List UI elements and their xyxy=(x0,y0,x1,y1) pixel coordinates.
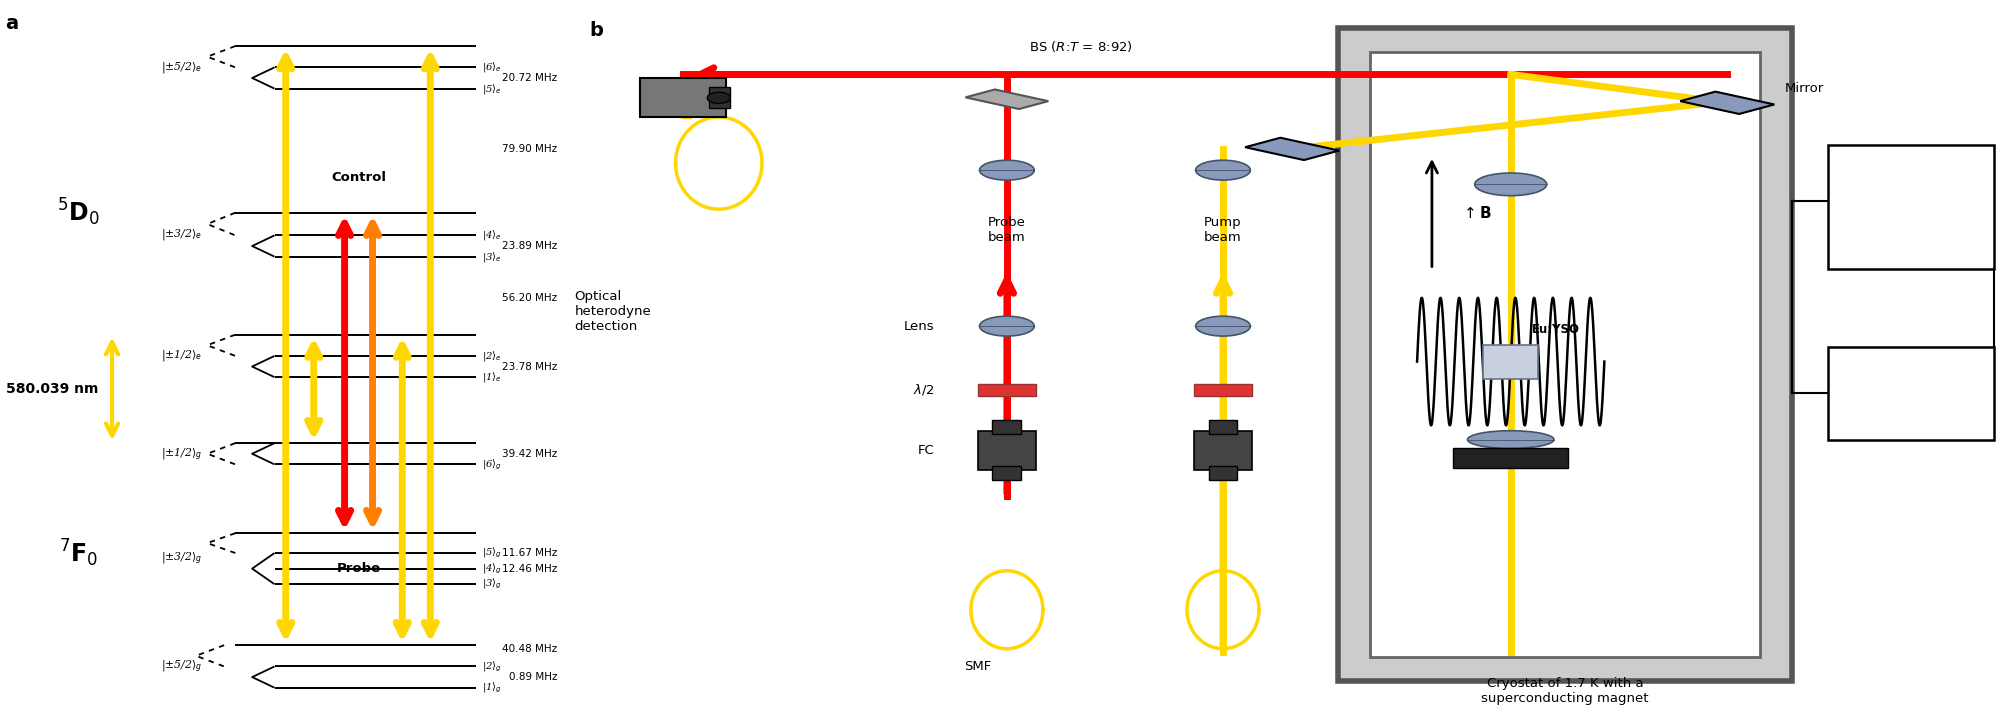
Ellipse shape xyxy=(980,316,1035,336)
Text: |5$\rangle_e$: |5$\rangle_e$ xyxy=(482,82,502,96)
Bar xyxy=(1453,448,1569,468)
Text: Lens: Lens xyxy=(904,320,934,333)
Text: b: b xyxy=(588,21,602,40)
Bar xyxy=(1209,420,1237,434)
Bar xyxy=(640,78,726,117)
Bar xyxy=(1339,28,1793,681)
Ellipse shape xyxy=(1467,430,1555,449)
Polygon shape xyxy=(1245,138,1339,160)
Bar xyxy=(992,420,1021,434)
Ellipse shape xyxy=(980,160,1035,180)
Bar xyxy=(978,384,1037,396)
Text: |4$\rangle_e$: |4$\rangle_e$ xyxy=(482,228,502,242)
Bar xyxy=(1829,145,1993,269)
Text: Probe: Probe xyxy=(336,562,380,574)
Bar xyxy=(1829,347,1993,440)
Ellipse shape xyxy=(1197,316,1251,336)
Text: |4$\rangle_g$: |4$\rangle_g$ xyxy=(482,562,502,576)
Text: AWG: AWG xyxy=(1893,386,1929,401)
Bar xyxy=(978,431,1037,470)
Bar xyxy=(1195,431,1253,470)
Text: 23.89 MHz: 23.89 MHz xyxy=(502,241,558,251)
Circle shape xyxy=(706,92,730,104)
Text: 79.90 MHz: 79.90 MHz xyxy=(502,144,558,154)
Text: 23.78 MHz: 23.78 MHz xyxy=(502,362,558,372)
Text: $^7$F$_0$: $^7$F$_0$ xyxy=(58,537,98,569)
Text: |6$\rangle_e$: |6$\rangle_e$ xyxy=(482,60,502,74)
Text: Eu:YSO: Eu:YSO xyxy=(1533,323,1581,336)
Text: RF: RF xyxy=(1901,182,1921,196)
Polygon shape xyxy=(964,89,1049,109)
Text: 580.039 nm: 580.039 nm xyxy=(6,382,98,396)
Text: Mirror: Mirror xyxy=(1785,82,1825,95)
Text: |3$\rangle_e$: |3$\rangle_e$ xyxy=(482,250,502,264)
Text: 12.46 MHz: 12.46 MHz xyxy=(502,564,558,574)
Text: Control: Control xyxy=(330,172,386,184)
Bar xyxy=(992,467,1021,481)
Text: |5$\rangle_g$: |5$\rangle_g$ xyxy=(482,546,502,560)
Text: 56.20 MHz: 56.20 MHz xyxy=(502,293,558,303)
Text: |1$\rangle_g$: |1$\rangle_g$ xyxy=(482,681,502,695)
Text: BS ($R$:$T$ = 8:92): BS ($R$:$T$ = 8:92) xyxy=(1029,38,1133,54)
Text: $\lambda$/2: $\lambda$/2 xyxy=(912,382,934,398)
Text: $\uparrow$B: $\uparrow$B xyxy=(1461,205,1493,220)
Text: 11.67 MHz: 11.67 MHz xyxy=(502,548,558,558)
Text: |1$\rangle_e$: |1$\rangle_e$ xyxy=(482,370,502,384)
Bar xyxy=(1209,467,1237,481)
Text: |3$\rangle_g$: |3$\rangle_g$ xyxy=(482,577,502,591)
Text: Pump
beam: Pump beam xyxy=(1205,216,1243,245)
Text: Optical
heterodyne
detection: Optical heterodyne detection xyxy=(574,291,652,333)
Text: a: a xyxy=(6,14,18,33)
Text: 40.48 MHz: 40.48 MHz xyxy=(502,644,558,654)
Text: $^5$D$_0$: $^5$D$_0$ xyxy=(58,197,100,228)
Text: |$\pm$3/2$\rangle_g$: |$\pm$3/2$\rangle_g$ xyxy=(160,551,202,566)
Bar xyxy=(1371,52,1761,657)
Text: |2$\rangle_g$: |2$\rangle_g$ xyxy=(482,659,502,674)
Text: 20.72 MHz: 20.72 MHz xyxy=(502,73,558,83)
Text: |$\pm$5/2$\rangle_e$: |$\pm$5/2$\rangle_e$ xyxy=(160,60,202,75)
Text: |$\pm$3/2$\rangle_e$: |$\pm$3/2$\rangle_e$ xyxy=(160,227,202,242)
Text: Probe
beam: Probe beam xyxy=(988,216,1027,245)
Text: amplifier: amplifier xyxy=(1885,222,1937,235)
Bar xyxy=(708,87,730,108)
Text: |$\pm$5/2$\rangle_g$: |$\pm$5/2$\rangle_g$ xyxy=(160,659,202,674)
Polygon shape xyxy=(1681,91,1775,114)
Text: FC: FC xyxy=(918,444,934,457)
Text: |6$\rangle_g$: |6$\rangle_g$ xyxy=(482,457,502,471)
Bar xyxy=(1483,345,1539,379)
Text: Cryostat of 1.7 K with a
superconducting magnet: Cryostat of 1.7 K with a superconducting… xyxy=(1481,678,1649,705)
Text: |$\pm$1/2$\rangle_g$: |$\pm$1/2$\rangle_g$ xyxy=(160,446,202,462)
Text: |$\pm$1/2$\rangle_e$: |$\pm$1/2$\rangle_e$ xyxy=(160,348,202,364)
Text: |2$\rangle_e$: |2$\rangle_e$ xyxy=(482,349,502,363)
Bar xyxy=(1195,384,1253,396)
Text: 39.42 MHz: 39.42 MHz xyxy=(502,449,558,459)
Ellipse shape xyxy=(1475,173,1547,196)
Ellipse shape xyxy=(1197,160,1251,180)
Text: SMF: SMF xyxy=(964,660,992,673)
Text: 0.89 MHz: 0.89 MHz xyxy=(508,672,558,682)
